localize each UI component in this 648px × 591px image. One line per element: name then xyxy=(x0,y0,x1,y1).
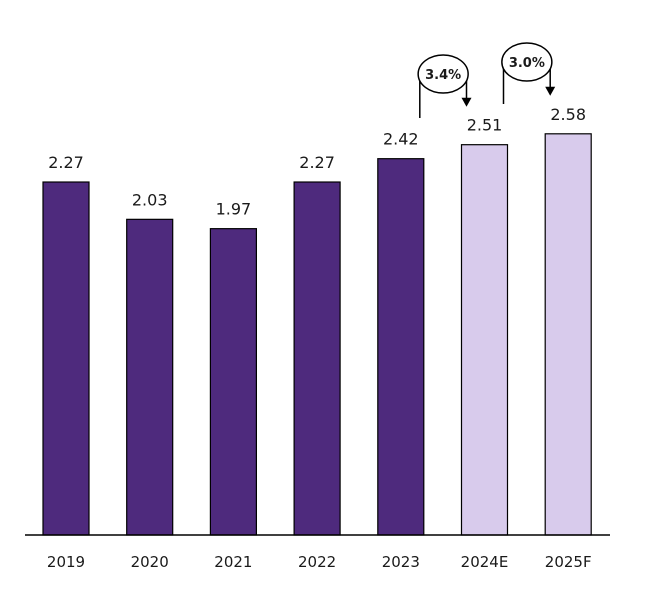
growth-annotation-2023-2024E: 3.4% xyxy=(417,54,472,118)
arrow-down-icon xyxy=(461,97,472,107)
bar-2021 xyxy=(209,228,257,536)
value-label-2023: 2.42 xyxy=(383,130,419,149)
bar-2025F xyxy=(544,133,592,536)
value-label-2021: 1.97 xyxy=(216,200,252,219)
x-tick-2021: 2021 xyxy=(214,553,252,571)
x-tick-2023: 2023 xyxy=(382,553,420,571)
value-label-2024E: 2.51 xyxy=(467,116,503,135)
x-tick-2024E: 2024E xyxy=(461,553,509,571)
bar-2022 xyxy=(293,181,341,536)
growth-rate-label: 3.0% xyxy=(509,56,545,71)
bar-2020 xyxy=(126,218,174,536)
value-label-2022: 2.27 xyxy=(299,153,335,172)
bar-2024E xyxy=(460,144,509,536)
value-label-2019: 2.27 xyxy=(48,153,84,172)
growth-rate-label: 3.4% xyxy=(425,68,461,83)
value-label-2025F: 2.58 xyxy=(550,105,586,124)
value-labels-group: 2.27 2.03 1.97 2.27 2.42 2.51 2.58 xyxy=(48,105,586,219)
growth-annotation-2024E-2025F: 3.0% xyxy=(501,42,556,104)
bar-2023 xyxy=(377,158,425,536)
value-label-2020: 2.03 xyxy=(132,190,168,209)
bars-group xyxy=(42,133,592,536)
bar-2019 xyxy=(42,181,90,536)
x-tick-2020: 2020 xyxy=(131,553,169,571)
growth-annotations-group: 3.4% 3.0% xyxy=(417,42,556,118)
x-tick-2025F: 2025F xyxy=(545,553,592,571)
x-tick-2022: 2022 xyxy=(298,553,336,571)
x-tick-2019: 2019 xyxy=(47,553,85,571)
x-tick-labels-group: 2019 2020 2021 2022 2023 2024E 2025F xyxy=(47,553,592,571)
growth-badge xyxy=(501,42,553,82)
arrow-down-icon xyxy=(545,86,556,96)
growth-badge xyxy=(417,54,469,94)
